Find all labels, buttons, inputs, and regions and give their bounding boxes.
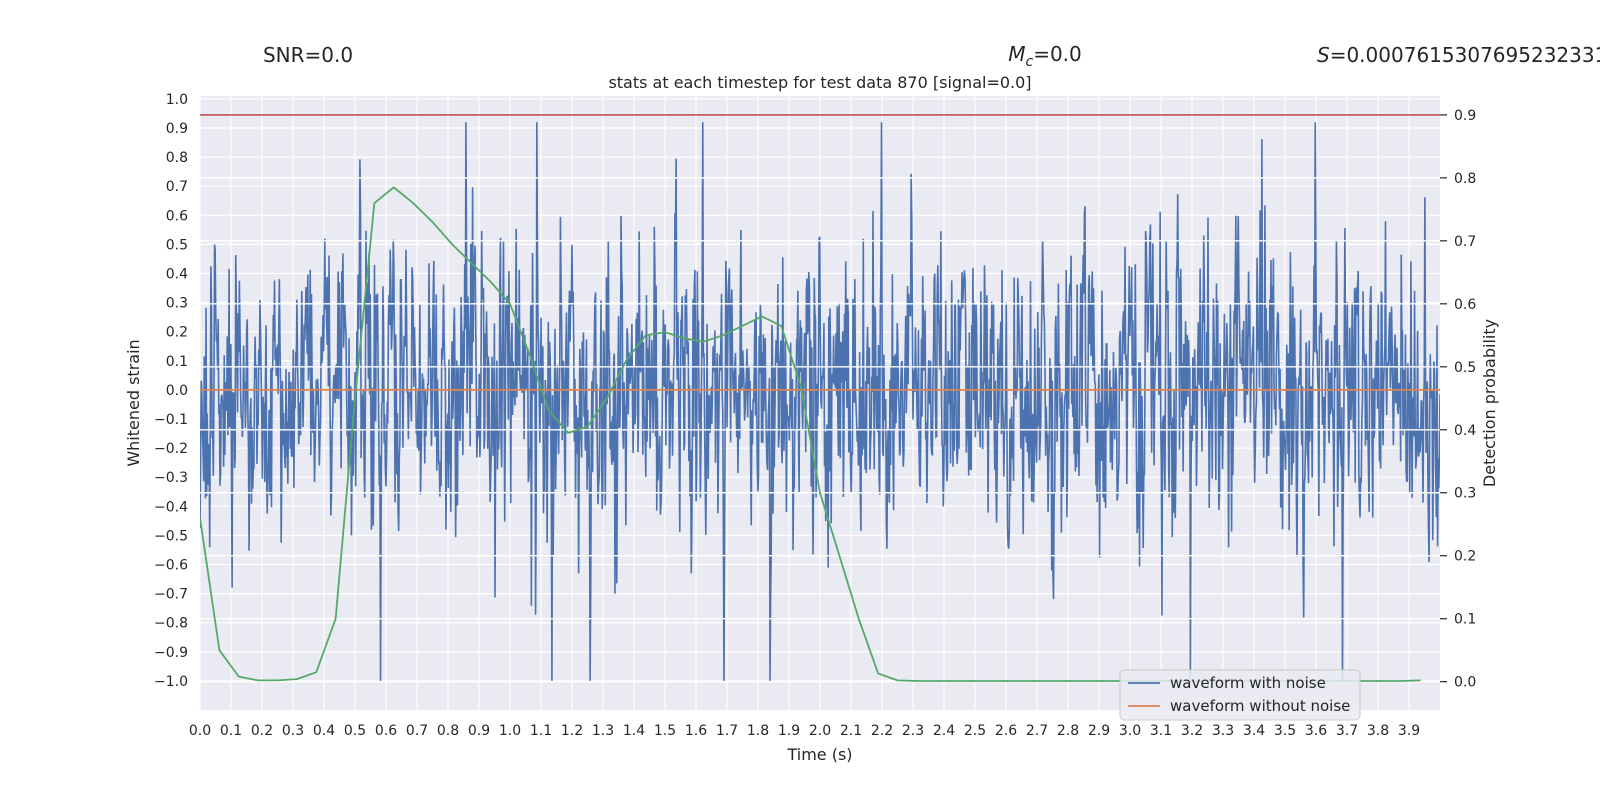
x-tick-label: 0.3 [282, 723, 304, 739]
x-tick-label: 3.2 [1181, 723, 1203, 739]
x-tick-label: 0.0 [189, 723, 211, 739]
x-tick-label: 2.9 [1088, 723, 1110, 739]
snr-label: SNR=0.0 [263, 43, 353, 67]
x-tick-label: 3.3 [1212, 723, 1234, 739]
y-tick-label: −0.6 [154, 558, 188, 574]
x-tick-label: 3.4 [1243, 723, 1265, 739]
y2-tick-label: 0.9 [1454, 108, 1476, 124]
s-label: S=0.0007615307695232331 [1317, 43, 1600, 67]
x-tick-label: 0.9 [468, 723, 490, 739]
y2-tick-label: 0.2 [1454, 549, 1476, 565]
y-tick-label: 0.3 [166, 296, 188, 312]
x-tick-label: 2.5 [964, 723, 986, 739]
x-tick-label: 1.8 [747, 723, 769, 739]
y-tick-label: −0.1 [154, 412, 188, 428]
y2-tick-label: 0.3 [1454, 486, 1476, 502]
mc-symbol: M [1008, 42, 1025, 66]
x-tick-label: 0.1 [220, 723, 242, 739]
x-tick-label: 1.5 [654, 723, 676, 739]
x-tick-label: 1.7 [716, 723, 738, 739]
s-symbol: S [1317, 43, 1330, 67]
x-tick-label: 2.4 [933, 723, 955, 739]
y-tick-label: −0.3 [154, 470, 188, 486]
y-tick-label: 0.4 [166, 267, 188, 283]
x-tick-label: 2.8 [1057, 723, 1079, 739]
x-tick-label: 0.2 [251, 723, 273, 739]
x-tick-label: 0.4 [313, 723, 335, 739]
y-axis-label: Whitened strain [124, 339, 143, 466]
y-tick-label: 0.7 [166, 179, 188, 195]
chirp-mass-label: Mc=0.0 [1008, 42, 1082, 70]
legend-label-noise: waveform with noise [1170, 674, 1326, 692]
y2-tick-label: 0.0 [1454, 675, 1476, 691]
y-tick-label: 0.9 [166, 121, 188, 137]
y-tick-label: 0.1 [166, 354, 188, 370]
x-tick-label: 3.8 [1367, 723, 1389, 739]
x-tick-label: 0.8 [437, 723, 459, 739]
x-tick-label: 1.9 [778, 723, 800, 739]
y-tick-label: 1.0 [166, 92, 188, 108]
x-axis-label: Time (s) [786, 745, 852, 764]
x-tick-label: 1.3 [592, 723, 614, 739]
x-tick-label: 3.1 [1150, 723, 1172, 739]
x-tick-label: 0.6 [375, 723, 397, 739]
y-tick-label: −0.4 [154, 499, 188, 515]
y2-tick-label: 0.1 [1454, 612, 1476, 628]
legend-label-clean: waveform without noise [1170, 697, 1350, 715]
x-tick-label: 1.4 [623, 723, 645, 739]
chart-title: stats at each timestep for test data 870… [608, 73, 1031, 92]
x-tick-label: 0.5 [344, 723, 366, 739]
y2-axis-label: Detection probability [1480, 319, 1499, 487]
y-tick-label: −1.0 [154, 674, 188, 690]
y-tick-label: −0.9 [154, 645, 188, 661]
y2-tick-label: 0.8 [1454, 171, 1476, 187]
legend: waveform with noise waveform without noi… [1120, 670, 1360, 720]
x-tick-label: 2.3 [902, 723, 924, 739]
mc-value: =0.0 [1033, 42, 1082, 66]
x-tick-label: 3.5 [1274, 723, 1296, 739]
y-tick-label: −0.2 [154, 441, 188, 457]
x-tick-label: 1.1 [530, 723, 552, 739]
y2-tick-label: 0.6 [1454, 297, 1476, 313]
x-tick-label: 3.9 [1398, 723, 1420, 739]
y-tick-label: −0.5 [154, 528, 188, 544]
x-tick-label: 2.1 [840, 723, 862, 739]
x-tick-label: 1.2 [561, 723, 583, 739]
y2-tick-label: 0.4 [1454, 423, 1476, 439]
x-tick-label: 2.0 [809, 723, 831, 739]
y-tick-label: 0.0 [166, 383, 188, 399]
x-tick-label: 2.7 [1026, 723, 1048, 739]
y-tick-label: 0.2 [166, 325, 188, 341]
x-tick-label: 3.0 [1119, 723, 1141, 739]
x-tick-label: 1.6 [685, 723, 707, 739]
x-tick-label: 3.6 [1305, 723, 1327, 739]
y-tick-label: 0.8 [166, 150, 188, 166]
y-tick-label: 0.5 [166, 237, 188, 253]
s-value: =0.0007615307695232331 [1330, 43, 1600, 67]
y-tick-label: −0.7 [154, 587, 188, 603]
x-tick-label: 2.6 [995, 723, 1017, 739]
y-tick-label: 0.6 [166, 208, 188, 224]
x-tick-label: 2.2 [871, 723, 893, 739]
x-tick-label: 0.7 [406, 723, 428, 739]
y2-tick-label: 0.7 [1454, 234, 1476, 250]
y2-tick-label: 0.5 [1454, 360, 1476, 376]
x-tick-label: 1.0 [499, 723, 521, 739]
y-tick-label: −0.8 [154, 616, 188, 632]
x-tick-label: 3.7 [1336, 723, 1358, 739]
